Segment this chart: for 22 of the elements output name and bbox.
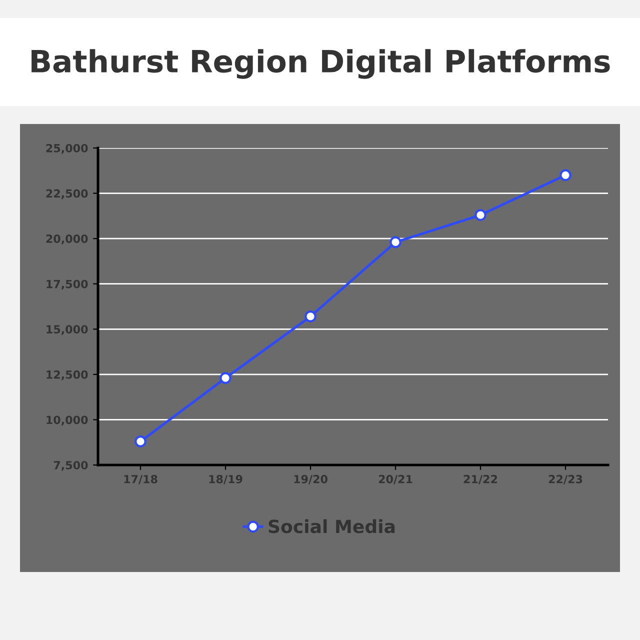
legend-label: Social Media [268, 519, 395, 534]
point [220, 372, 232, 384]
y-tick-label: 7,500 [54, 460, 88, 471]
point [390, 236, 402, 248]
x-tick-label: 22/23 [548, 474, 582, 484]
y-tick-label: 12,500 [46, 370, 88, 380]
x-tick-label: 17/18 [124, 474, 158, 484]
y-tick-label: 10,000 [46, 416, 88, 426]
point [134, 436, 146, 448]
point [474, 209, 486, 221]
y-tick-label: 25,000 [46, 144, 88, 154]
y-tick-label: 15,000 [46, 325, 88, 335]
point [304, 310, 316, 322]
y-tick-label: 22,500 [46, 189, 88, 200]
point [560, 169, 572, 182]
x-tick-label: 21/22 [464, 474, 498, 484]
x-tick-label: 18/19 [209, 474, 242, 484]
x-tick-label: 19/20 [294, 474, 328, 484]
y-tick-label: 20,000 [46, 234, 88, 244]
x-tick-label: 20/21 [378, 474, 412, 484]
chart-title: Bathurst Region Digital Platforms [32, 49, 610, 79]
y-tick-label: 17,500 [46, 280, 88, 290]
